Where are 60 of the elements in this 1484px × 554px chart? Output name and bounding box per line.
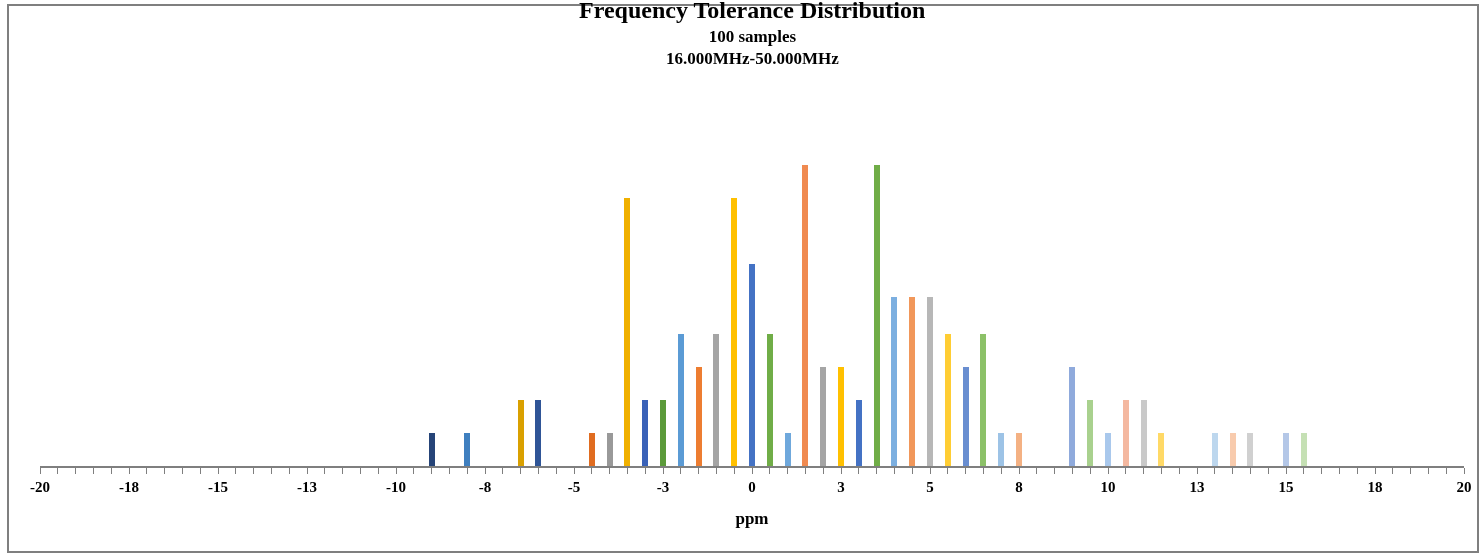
- bar: [1301, 433, 1307, 466]
- bar: [1158, 433, 1164, 466]
- bar: [1230, 433, 1236, 466]
- x-axis-title: ppm: [735, 508, 769, 528]
- x-tick-label: -15: [208, 478, 228, 495]
- x-tick-label: 0: [748, 478, 756, 495]
- bar: [1087, 400, 1093, 466]
- bar: [464, 433, 470, 466]
- bar: [1016, 433, 1022, 466]
- bar: [713, 334, 719, 466]
- x-tick-label: -20: [30, 478, 50, 495]
- bar: [642, 400, 648, 466]
- x-tick-label: -10: [386, 478, 406, 495]
- bar: [1247, 433, 1253, 466]
- bar: [535, 400, 541, 466]
- bar: [429, 433, 435, 466]
- bar: [696, 367, 702, 466]
- x-tick-label: 3: [837, 478, 845, 495]
- bar: [874, 165, 880, 466]
- bar: [785, 433, 791, 466]
- x-tick-label: 15: [1278, 478, 1294, 495]
- bar: [1141, 400, 1147, 466]
- bar: [998, 433, 1004, 466]
- bar: [731, 198, 737, 466]
- bar: [678, 334, 684, 466]
- bar: [891, 297, 897, 466]
- bar: [820, 367, 826, 466]
- bar: [660, 400, 666, 466]
- bar: [589, 433, 595, 466]
- bar: [1123, 400, 1129, 466]
- bar: [927, 297, 933, 466]
- bar: [624, 198, 630, 466]
- bar: [802, 165, 808, 466]
- bar: [1212, 433, 1218, 466]
- bar: [963, 367, 969, 466]
- x-tick-label: -8: [478, 478, 492, 495]
- x-tick-label: -5: [567, 478, 581, 495]
- bar: [749, 264, 755, 466]
- x-tick-label: -13: [297, 478, 317, 495]
- chart-title: Frequency Tolerance Distribution: [579, 0, 926, 23]
- x-tick-label: 5: [926, 478, 934, 495]
- x-tick-label: -3: [656, 478, 670, 495]
- bar: [518, 400, 524, 466]
- x-tick-label: 13: [1189, 478, 1205, 495]
- x-tick-label: 20: [1456, 478, 1472, 495]
- x-tick-label: 8: [1015, 478, 1023, 495]
- bar: [856, 400, 862, 466]
- bar: [1069, 367, 1075, 466]
- bar: [838, 367, 844, 466]
- bar: [909, 297, 915, 466]
- x-tick-label: 10: [1100, 478, 1116, 495]
- bar: [607, 433, 613, 466]
- bar: [1283, 433, 1289, 466]
- bar: [980, 334, 986, 466]
- x-tick-label: 18: [1367, 478, 1383, 495]
- bar: [945, 334, 951, 466]
- chart-subtitle: 100 samples 16.000MHz-50.000MHz: [666, 27, 840, 69]
- bar: [1105, 433, 1111, 466]
- x-tick-label: -18: [119, 478, 139, 495]
- bar: [767, 334, 773, 466]
